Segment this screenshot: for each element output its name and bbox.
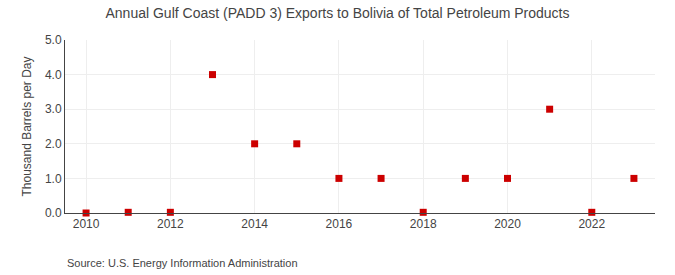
svg-text:2020: 2020 bbox=[494, 217, 521, 231]
svg-text:Annual Gulf Coast (PADD 3) Exp: Annual Gulf Coast (PADD 3) Exports to Bo… bbox=[105, 5, 569, 21]
svg-text:5.0: 5.0 bbox=[45, 33, 62, 47]
svg-text:2016: 2016 bbox=[326, 217, 353, 231]
svg-text:Source: U.S. Energy Informatio: Source: U.S. Energy Information Administ… bbox=[67, 257, 298, 269]
svg-text:4.0: 4.0 bbox=[45, 68, 62, 82]
svg-text:3.0: 3.0 bbox=[45, 102, 62, 116]
svg-text:2.0: 2.0 bbox=[45, 137, 62, 151]
svg-text:1.0: 1.0 bbox=[45, 172, 62, 186]
svg-text:2010: 2010 bbox=[73, 217, 100, 231]
svg-text:2014: 2014 bbox=[241, 217, 268, 231]
svg-text:0.0: 0.0 bbox=[45, 206, 62, 220]
svg-text:Thousand Barrels per Day: Thousand Barrels per Day bbox=[20, 56, 34, 196]
svg-text:2018: 2018 bbox=[410, 217, 437, 231]
svg-text:2012: 2012 bbox=[157, 217, 184, 231]
svg-text:2022: 2022 bbox=[578, 217, 605, 231]
